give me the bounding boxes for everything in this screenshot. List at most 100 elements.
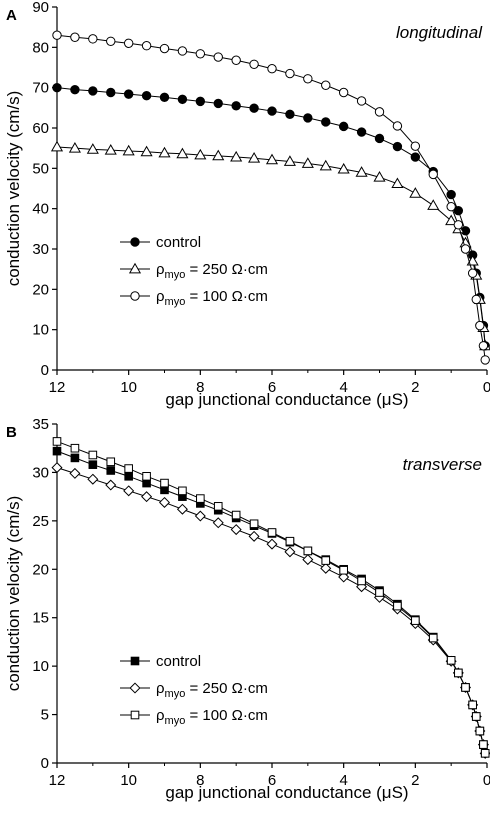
data-point bbox=[195, 49, 206, 59]
data-point bbox=[123, 485, 135, 497]
x-tick-label: 8 bbox=[196, 379, 204, 396]
legend-label: control bbox=[156, 653, 201, 670]
panel-title: longitudinal bbox=[396, 23, 483, 42]
data-point bbox=[355, 166, 368, 177]
data-point bbox=[159, 92, 170, 103]
data-point bbox=[267, 64, 277, 74]
series-line bbox=[56, 146, 486, 346]
data-point bbox=[393, 601, 402, 611]
y-tick-label: 30 bbox=[32, 241, 49, 258]
data-point bbox=[248, 152, 261, 163]
data-point bbox=[302, 554, 314, 566]
legend-label: control bbox=[156, 234, 201, 251]
data-point bbox=[248, 530, 260, 542]
series-line bbox=[56, 450, 486, 754]
data-point bbox=[410, 141, 421, 151]
data-point bbox=[471, 712, 481, 721]
data-point bbox=[249, 59, 259, 69]
data-point bbox=[68, 141, 81, 153]
data-point bbox=[176, 147, 189, 159]
data-point bbox=[303, 546, 313, 556]
data-point bbox=[106, 466, 116, 475]
data-point bbox=[50, 140, 64, 152]
data-point bbox=[375, 588, 384, 597]
data-point bbox=[106, 36, 116, 46]
data-point bbox=[319, 159, 332, 171]
x-tick-label: 2 bbox=[411, 772, 419, 789]
data-point bbox=[392, 141, 403, 152]
data-point bbox=[213, 98, 223, 109]
x-tick-label: 0 bbox=[483, 379, 490, 396]
data-point bbox=[106, 457, 116, 467]
series-line bbox=[56, 87, 486, 346]
data-point bbox=[266, 538, 278, 550]
data-point bbox=[321, 556, 331, 565]
data-point bbox=[409, 187, 422, 198]
data-point bbox=[195, 96, 206, 107]
data-point bbox=[373, 170, 386, 182]
data-point bbox=[70, 84, 80, 95]
data-point bbox=[231, 510, 241, 520]
data-point bbox=[446, 656, 456, 665]
legend: control ρmyo = 250 Ω·cm ρmyo = 100 Ω·cm bbox=[120, 653, 268, 727]
data-point bbox=[52, 30, 62, 40]
data-point bbox=[194, 510, 206, 522]
data-point bbox=[123, 89, 134, 99]
x-tick-label: 0 bbox=[483, 772, 490, 789]
data-point bbox=[52, 446, 62, 456]
data-point bbox=[446, 201, 456, 212]
data-point bbox=[338, 571, 350, 583]
data-point bbox=[177, 46, 188, 56]
data-point bbox=[105, 479, 117, 491]
data-point bbox=[177, 94, 188, 105]
legend-marker bbox=[128, 262, 142, 274]
data-point bbox=[249, 519, 259, 529]
y-tick-label: 30 bbox=[32, 464, 49, 481]
y-tick-label: 35 bbox=[32, 416, 49, 433]
data-point bbox=[479, 740, 488, 749]
y-tick-label: 80 bbox=[32, 39, 49, 56]
data-point bbox=[124, 472, 133, 481]
legend-marker bbox=[130, 237, 140, 247]
data-point bbox=[454, 668, 463, 678]
series-1 bbox=[51, 462, 490, 759]
data-point bbox=[267, 106, 277, 116]
data-point bbox=[160, 478, 169, 488]
y-tick-label: 50 bbox=[32, 160, 49, 177]
data-point bbox=[140, 145, 153, 157]
data-point bbox=[410, 152, 421, 162]
data-point bbox=[88, 86, 98, 96]
data-point bbox=[178, 486, 187, 496]
data-point bbox=[337, 162, 350, 174]
data-point bbox=[106, 87, 116, 98]
data-point bbox=[475, 726, 485, 736]
data-point bbox=[86, 143, 99, 154]
y-axis-title: conduction velocity (cm/s) bbox=[4, 91, 23, 287]
data-point bbox=[141, 491, 153, 503]
legend-marker bbox=[130, 656, 140, 666]
x-tick-label: 10 bbox=[120, 772, 137, 789]
data-point bbox=[124, 464, 133, 473]
data-point bbox=[411, 616, 420, 625]
data-point bbox=[230, 150, 243, 162]
data-point bbox=[320, 562, 332, 574]
y-tick-label: 10 bbox=[32, 322, 49, 339]
data-point bbox=[427, 199, 440, 210]
data-point bbox=[392, 121, 403, 131]
data-point bbox=[141, 41, 152, 51]
panel-letter: A bbox=[6, 7, 17, 24]
x-tick-label: 6 bbox=[268, 772, 276, 789]
x-tick-label: 10 bbox=[120, 379, 137, 396]
series-2 bbox=[52, 30, 490, 365]
x-tick-label: 6 bbox=[268, 379, 276, 396]
data-point bbox=[453, 220, 464, 230]
x-tick-label: 8 bbox=[196, 772, 204, 789]
data-point bbox=[285, 68, 295, 79]
data-point bbox=[339, 565, 348, 575]
data-point bbox=[480, 355, 490, 365]
data-point bbox=[88, 460, 98, 469]
data-point bbox=[141, 91, 152, 101]
y-tick-label: 25 bbox=[32, 513, 49, 530]
legend: control ρmyo = 250 Ω·cm ρmyo = 100 Ω·cm bbox=[120, 234, 268, 308]
